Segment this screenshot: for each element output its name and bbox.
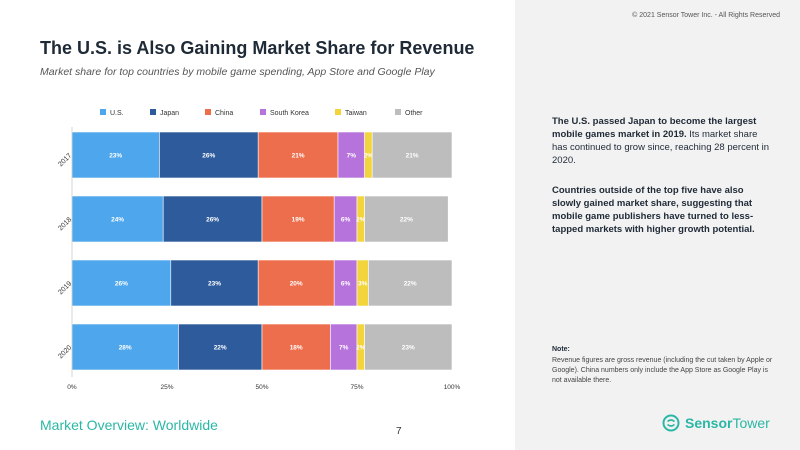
insight-paragraph-2-text: Countries outside of the top five have a…: [552, 185, 755, 235]
data-label: 7%: [339, 345, 349, 352]
data-label: 2%: [356, 217, 366, 224]
legend-swatch: [260, 109, 266, 115]
data-label: 22%: [400, 217, 413, 224]
bar-segment: [71, 259, 172, 307]
category-label: 2019: [57, 280, 73, 296]
insight-rest: Its market share has continued to grow s…: [552, 129, 770, 166]
x-tick-label: 100%: [444, 384, 461, 391]
data-label: 6%: [341, 217, 351, 224]
data-label: 23%: [208, 281, 221, 288]
logo-word-bold: Sensor: [685, 415, 733, 431]
data-label: 26%: [115, 281, 128, 288]
data-label: 21%: [292, 153, 305, 160]
data-label: 2%: [364, 153, 374, 160]
category-label: 2018: [57, 216, 73, 232]
data-label: 7%: [347, 153, 357, 160]
data-label: 23%: [109, 153, 122, 160]
logo-word-thin: Tower: [732, 415, 770, 431]
insight-paragraph-2: Countries outside of the top five have a…: [552, 184, 772, 236]
bar-segment: [364, 323, 453, 371]
legend-swatch: [150, 109, 156, 115]
bar-segment: [71, 195, 164, 243]
x-tick-label: 75%: [350, 384, 363, 391]
data-label: 3%: [358, 281, 368, 288]
bar-segment: [371, 131, 453, 179]
x-tick-label: 50%: [255, 384, 268, 391]
sensor-tower-logo-icon: [662, 414, 680, 432]
x-tick-label: 0%: [67, 384, 77, 391]
page-number: 7: [396, 426, 402, 437]
data-label: 2%: [356, 345, 366, 352]
legend-label: China: [215, 110, 233, 117]
bar-segment: [257, 131, 339, 179]
insight-paragraph-1: The U.S. passed Japan to become the larg…: [552, 115, 772, 167]
legend-swatch: [100, 109, 106, 115]
bar-segment: [364, 195, 449, 243]
chart-panel: The U.S. is Also Gaining Market Share fo…: [40, 38, 475, 437]
bar-segment: [71, 131, 160, 179]
bar-segment: [257, 259, 335, 307]
page-subtitle: Market share for top countries by mobile…: [40, 66, 435, 78]
data-label: 22%: [214, 345, 227, 352]
sensor-tower-logo: SensorTower: [662, 414, 770, 432]
legend-swatch: [335, 109, 341, 115]
bar-segment: [71, 323, 179, 371]
commentary-panel: [515, 0, 800, 450]
data-label: 6%: [341, 281, 351, 288]
legend-swatch: [395, 109, 401, 115]
legend-label: U.S.: [110, 110, 124, 117]
data-label: 26%: [206, 217, 219, 224]
category-label: 2017: [57, 152, 73, 168]
insight-highlight: The U.S. passed Japan to become the larg…: [552, 116, 757, 140]
section-label: Market Overview: Worldwide: [40, 417, 218, 433]
data-label: 26%: [202, 153, 215, 160]
legend-label: Taiwan: [345, 110, 367, 117]
category-label: 2020: [57, 344, 73, 360]
data-label: 18%: [290, 345, 303, 352]
data-label: 19%: [292, 217, 305, 224]
legend-swatch: [205, 109, 211, 115]
data-label: 23%: [402, 345, 415, 352]
bar-segment: [368, 259, 453, 307]
legend-label: Japan: [160, 110, 179, 117]
data-label: 20%: [290, 281, 303, 288]
legend-label: Other: [405, 110, 423, 117]
bar-segment: [261, 195, 335, 243]
bar-segment: [261, 323, 331, 371]
bar-segment: [178, 323, 263, 371]
bar-segment: [159, 131, 259, 179]
page-title: The U.S. is Also Gaining Market Share fo…: [40, 38, 475, 58]
copyright-text: © 2021 Sensor Tower Inc. - All Rights Re…: [632, 12, 780, 19]
note-text: Revenue figures are gross revenue (inclu…: [552, 357, 773, 384]
data-label: 21%: [406, 153, 419, 160]
data-label: 28%: [119, 345, 132, 352]
bar-segment: [330, 323, 358, 371]
data-label: 22%: [404, 281, 417, 288]
legend-label: South Korea: [270, 110, 309, 117]
stacked-bar-chart: U.S. Japan China South Korea Taiwan Other 23% 2…: [57, 109, 461, 391]
x-tick-label: 25%: [160, 384, 173, 391]
bar-segment: [170, 259, 259, 307]
note-label: Note:: [552, 346, 570, 353]
bar-segment: [162, 195, 263, 243]
logo-wordmark: SensorTower: [685, 415, 770, 431]
data-label: 24%: [111, 217, 124, 224]
